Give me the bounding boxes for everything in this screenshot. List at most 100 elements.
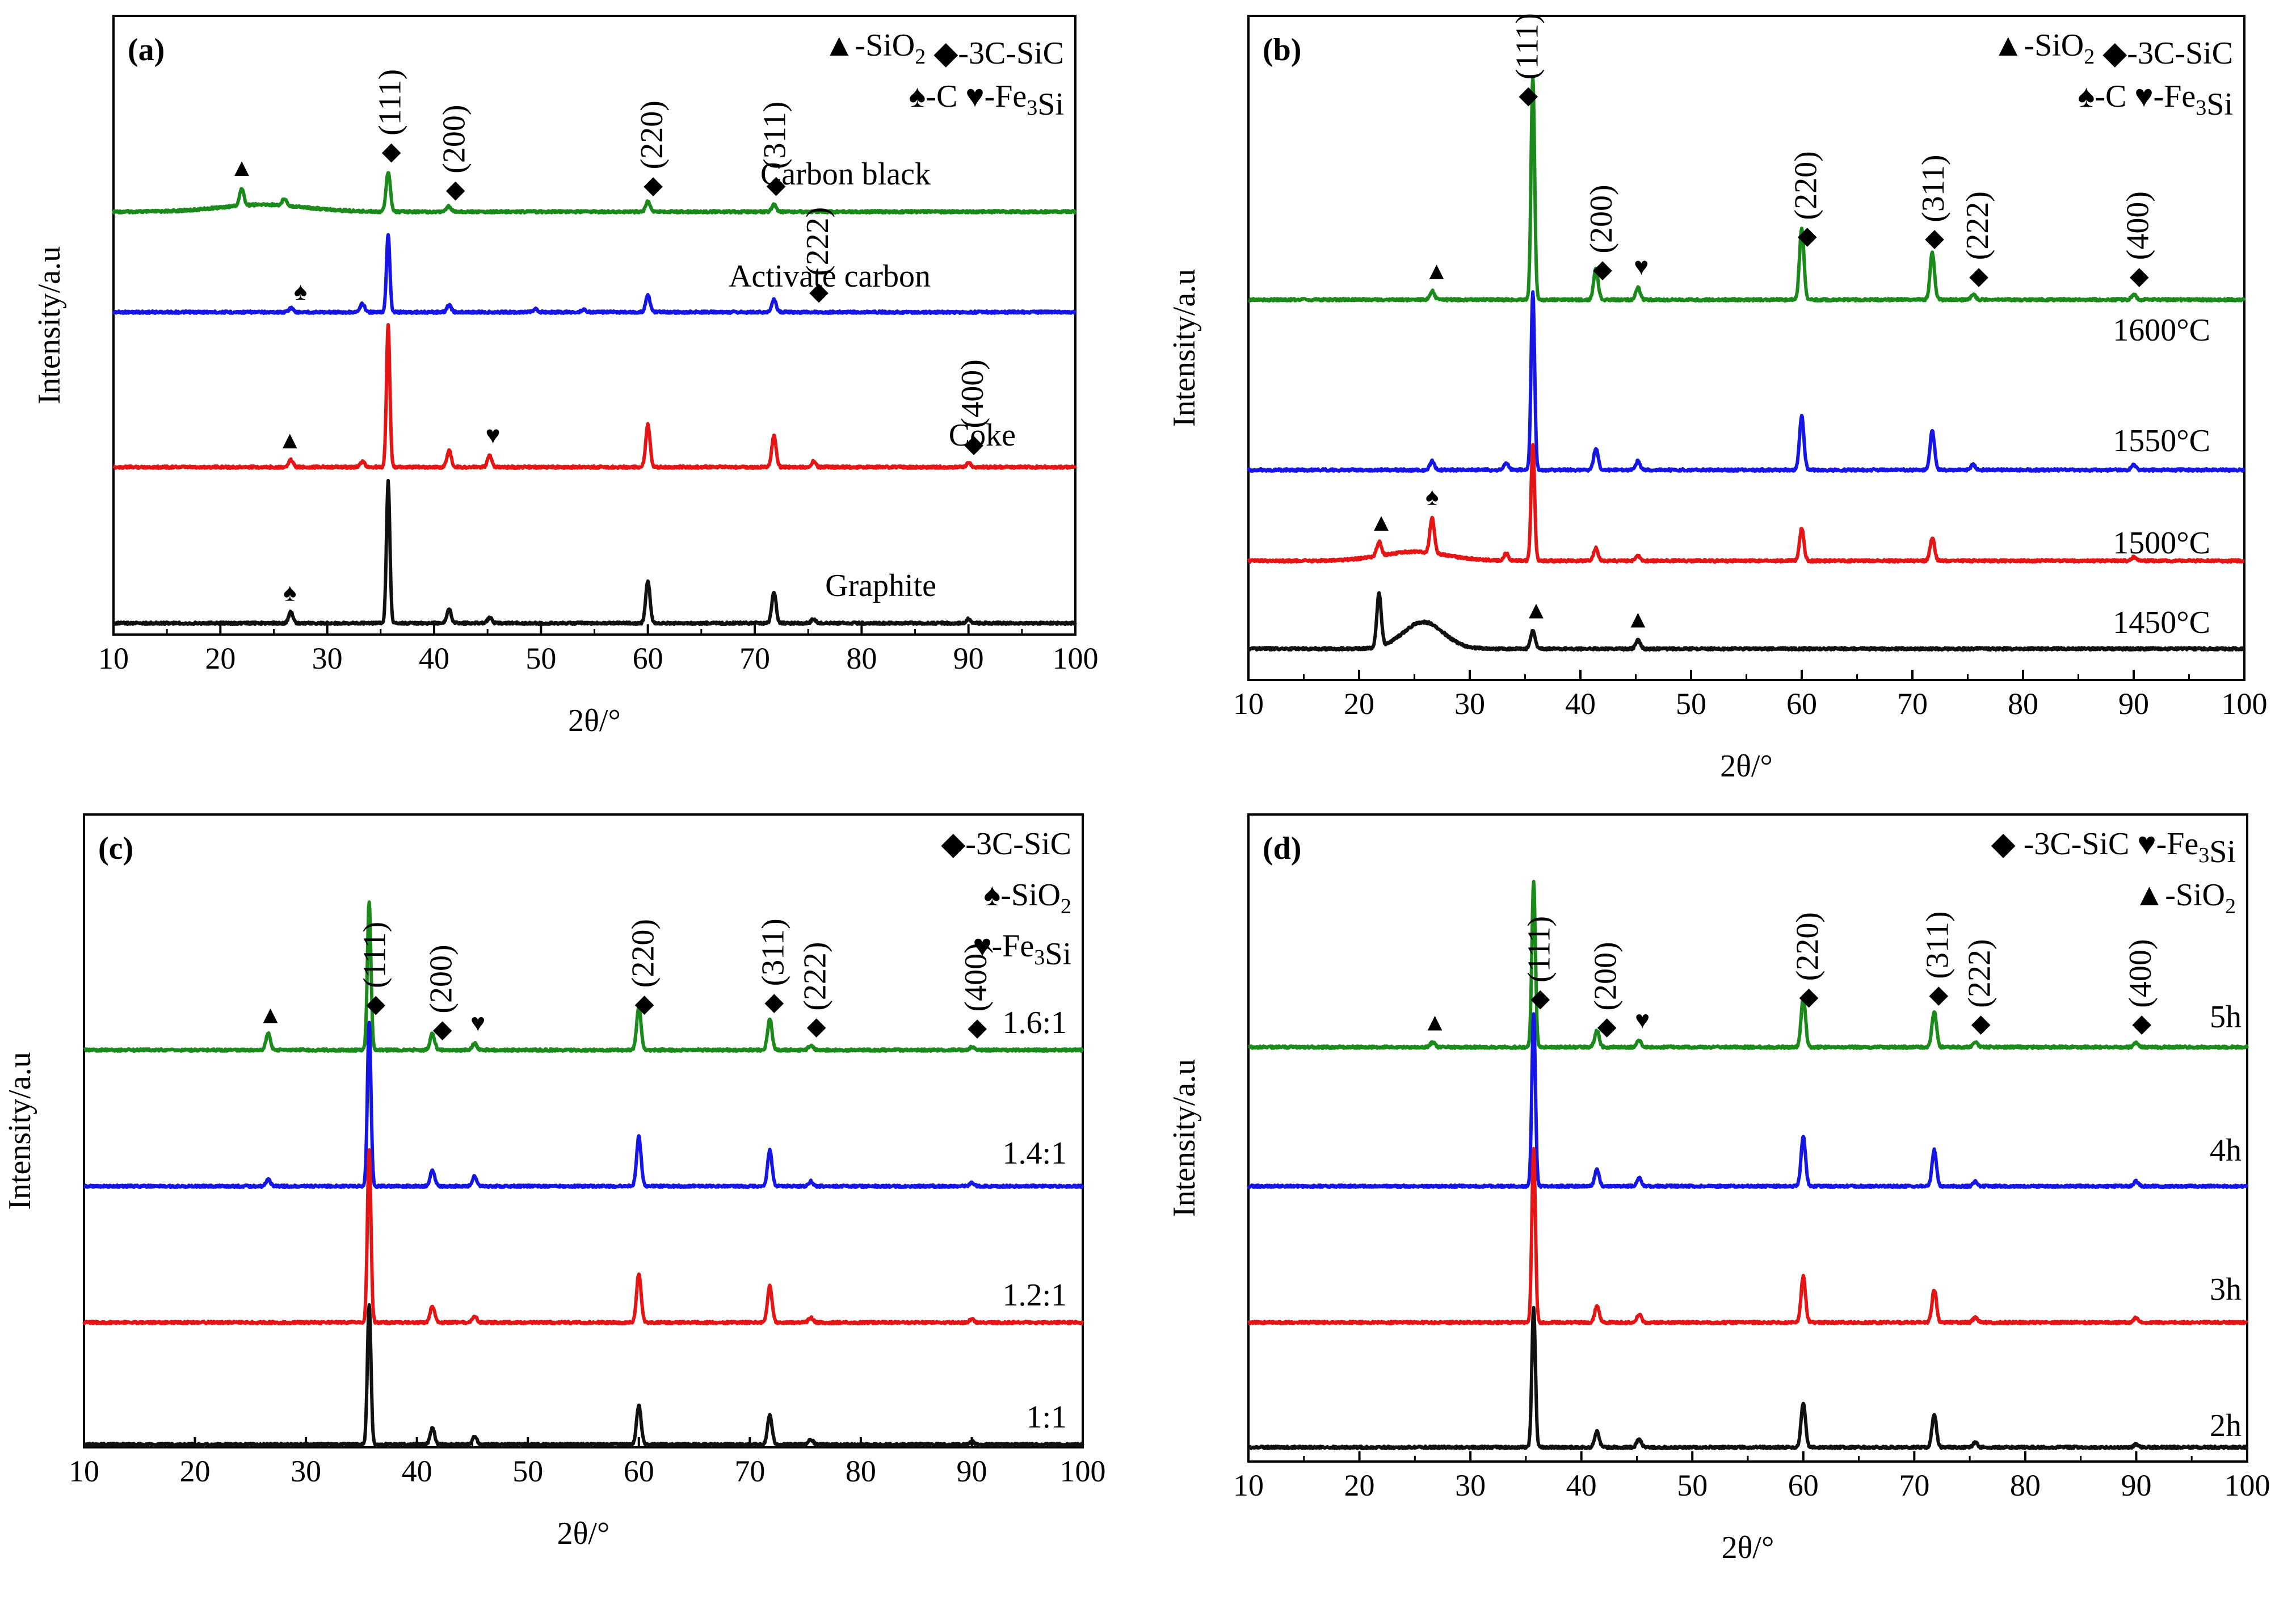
peak-index-label: (222) — [1962, 939, 1998, 1007]
x-tick-label: 40 — [402, 1454, 432, 1488]
series-line-1 — [1247, 290, 2245, 473]
y-axis-label: Intensity/a.u — [32, 246, 67, 404]
peak-marker: ◆ — [1925, 224, 1944, 252]
legend-row: ◆ -3C-SiC ♥-Fe3Si — [1991, 826, 2236, 870]
y-axis-label: Intensity/a.u — [1167, 1059, 1202, 1217]
series-line-2 — [82, 1148, 1084, 1325]
peak-marker: ◆ — [635, 989, 654, 1017]
panel-b: 10 20 30 40 50 60 70 80 90 100 2θ/° Intensity/a.u (b… — [1167, 13, 2268, 784]
peak-index-label: (200) — [1588, 942, 1624, 1010]
plot-frame — [83, 813, 1084, 1448]
peak-marker: ♥ — [1634, 253, 1649, 280]
peak-index-label: (311) — [755, 918, 790, 986]
peak-marker: ♥ — [486, 421, 501, 449]
x-axis-label: 2θ/° — [568, 703, 621, 738]
x-tick-label: 40 — [419, 641, 449, 675]
peak-index-label: (222) — [798, 942, 833, 1010]
peak-marker: ◆ — [1799, 982, 1819, 1010]
peak-index-label: (220) — [626, 919, 661, 988]
legend-subscript: 2 — [915, 45, 926, 69]
peak-marker: ◆ — [1519, 81, 1538, 109]
legend-text: -3C-SiC — [965, 826, 1071, 862]
x-tick-label: 100 — [2222, 687, 2268, 721]
x-tick-label: 70 — [734, 1454, 765, 1488]
peak-index-label: (311) — [1920, 911, 1955, 979]
series-label: 1.2:1 — [1002, 1278, 1067, 1313]
peak-index-label: (222) — [1960, 191, 1995, 260]
legend-symbol: ◆ — [1991, 826, 2016, 862]
x-tick-label: 100 — [1060, 1454, 1106, 1488]
x-tick-label: 60 — [1786, 687, 1817, 721]
x-tick-label: 100 — [2224, 1468, 2270, 1502]
series-line-3 — [83, 1303, 1084, 1447]
legend-text-tail: Si — [1037, 87, 1064, 122]
x-tick-label: 90 — [2121, 1468, 2151, 1502]
peak-marker: ◆ — [366, 990, 385, 1018]
series-line-0 — [1247, 880, 2249, 1050]
series-line-0 — [83, 900, 1084, 1053]
legend-row: ▲-SiO2 ◆-3C-SiC — [823, 28, 1064, 71]
series-label: Coke — [949, 418, 1016, 453]
peak-marker: ▲ — [229, 154, 254, 182]
peak-marker: ♠ — [1425, 482, 1439, 510]
legend-symbol: ◆ — [926, 36, 958, 71]
legend: ◆ -3C-SiC ♥-Fe3Si ▲-SiO2 — [1991, 826, 2236, 918]
x-tick-label: 30 — [312, 641, 343, 675]
series-line-3 — [1247, 591, 2245, 652]
x-tick-label: 50 — [1677, 1468, 1708, 1502]
x-tick-label: 30 — [1454, 687, 1485, 721]
peak-index-label: (111) — [373, 69, 408, 136]
series-line-1 — [112, 233, 1077, 315]
panel-d: 10 20 30 40 50 60 70 80 90 100 2θ/° Intensity/a.u (d… — [1167, 813, 2270, 1565]
x-tick-label: 90 — [953, 641, 984, 675]
peak-index-label: (400) — [958, 943, 994, 1011]
plot-frame — [1247, 813, 2248, 1463]
peak-marker: ◆ — [1971, 1010, 1991, 1038]
peak-index-label: (200) — [424, 944, 459, 1013]
peak-marker: ▲ — [1369, 509, 1394, 536]
series-label: 1:1 — [1026, 1400, 1067, 1435]
legend-subscript: 2 — [1061, 895, 1071, 918]
legend-symbol: ▲ — [823, 28, 855, 63]
peak-marker: ◆ — [433, 1015, 452, 1043]
peak-marker: ♠ — [283, 578, 296, 606]
legend-text: -3C-SiC — [958, 36, 1064, 71]
legend-symbol: ♠ — [909, 79, 926, 114]
legend-symbol: ◆ — [941, 826, 965, 862]
legend: ▲-SiO2 ◆-3C-SiC ♠-C ♥-Fe3Si — [823, 28, 1064, 122]
panel-a: 10 20 30 40 50 60 70 80 90 100 2θ/° Intensity/a.u (a… — [32, 15, 1099, 738]
x-tick-label: 60 — [1788, 1468, 1819, 1502]
peak-marker: ◆ — [1798, 222, 1817, 250]
series-line-1 — [83, 1021, 1084, 1189]
legend-symbol: ♥ — [2129, 826, 2156, 862]
legend-text: -C — [2095, 79, 2126, 114]
peak-index-label: (220) — [634, 100, 670, 169]
peak-marker: ▲ — [1423, 1008, 1448, 1036]
x-axis-label: 2θ/° — [557, 1516, 610, 1551]
peak-marker: ♥ — [470, 1009, 485, 1036]
legend-text: -SiO — [1000, 877, 1061, 913]
peak-marker: ◆ — [1597, 1013, 1617, 1040]
legend-row: ♠-C ♥-Fe3Si — [909, 79, 1064, 122]
x-tick-label: 70 — [739, 641, 770, 675]
legend-text-tail: Si — [1045, 937, 1071, 972]
x-tick-label: 10 — [1233, 1468, 1264, 1502]
panel-c: 10 20 30 40 50 60 70 80 90 100 2θ/° Intensity/a.u (c… — [2, 813, 1106, 1551]
peak-index-label: (400) — [2121, 191, 2156, 260]
panel-label: (d) — [1263, 831, 1301, 866]
series-label: 3h — [2210, 1272, 2242, 1307]
legend-text: -3C-SiC — [2016, 826, 2130, 862]
x-tick-label: 60 — [633, 641, 663, 675]
legend-row: ◆-3C-SiC — [941, 826, 1071, 862]
peak-index-label: (311) — [758, 102, 793, 169]
legend-text: -Fe — [2156, 826, 2199, 862]
peak-marker: ◆ — [644, 171, 663, 199]
peak-marker: ◆ — [767, 171, 786, 199]
x-tick-label: 90 — [2118, 687, 2149, 721]
x-tick-label: 100 — [1053, 641, 1099, 675]
peak-marker: ◆ — [764, 988, 784, 1015]
x-axis-label: 2θ/° — [1722, 1530, 1774, 1565]
x-tick-label: 30 — [1455, 1468, 1486, 1502]
peak-marker: ◆ — [1593, 255, 1612, 283]
peak-marker: ◆ — [2132, 1010, 2151, 1038]
